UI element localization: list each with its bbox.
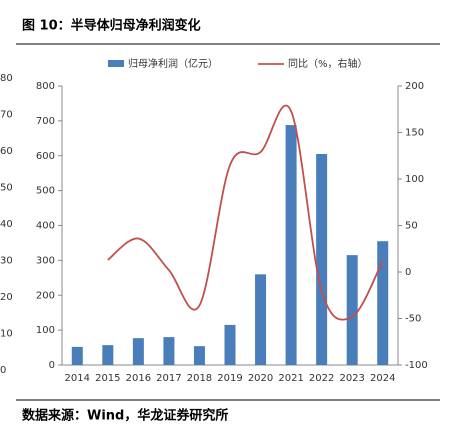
y2-tick-label: -50 bbox=[405, 314, 421, 325]
x-tick-label: 2017 bbox=[156, 373, 181, 384]
bar bbox=[285, 125, 297, 365]
edge-label: 60 bbox=[0, 146, 13, 157]
x-tick-label: 2014 bbox=[65, 373, 90, 384]
y-tick-label: 100 bbox=[36, 325, 55, 336]
y2-tick-label: 100 bbox=[405, 174, 424, 185]
y-tick-label: 400 bbox=[36, 221, 55, 232]
bar bbox=[193, 346, 205, 365]
bar bbox=[71, 346, 83, 365]
bar bbox=[255, 274, 267, 365]
chart-title: 图 10：半导体归母净利润变化 bbox=[22, 18, 201, 34]
bar bbox=[163, 337, 175, 365]
y-tick-label: 700 bbox=[36, 116, 55, 127]
y2-tick-label: -100 bbox=[405, 360, 428, 371]
edge-label: 0 bbox=[0, 365, 6, 376]
x-tick-label: 2018 bbox=[187, 373, 212, 384]
edge-label: 80 bbox=[0, 73, 13, 84]
bar bbox=[346, 255, 358, 365]
y-tick-label: 300 bbox=[36, 255, 55, 266]
y2-tick-label: 0 bbox=[405, 267, 411, 278]
y2-tick-label: 50 bbox=[405, 221, 418, 232]
y-tick-label: 800 bbox=[36, 81, 55, 92]
x-tick-label: 2021 bbox=[278, 373, 303, 384]
edge-label: 30 bbox=[0, 256, 13, 267]
bar bbox=[224, 324, 236, 365]
x-tick-label: 2023 bbox=[339, 373, 364, 384]
y-tick-label: 600 bbox=[36, 151, 55, 162]
x-tick-label: 2019 bbox=[217, 373, 242, 384]
edge-label: 10 bbox=[0, 329, 13, 340]
x-tick-label: 2016 bbox=[126, 373, 151, 384]
legend-label: 同比（%，右轴） bbox=[288, 57, 368, 70]
x-tick-label: 2024 bbox=[370, 373, 395, 384]
x-tick-label: 2022 bbox=[309, 373, 334, 384]
edge-label: 20 bbox=[0, 292, 13, 303]
y-tick-label: 200 bbox=[36, 290, 55, 301]
edge-label: 40 bbox=[0, 219, 13, 230]
bar bbox=[102, 345, 114, 365]
y-tick-label: 500 bbox=[36, 186, 55, 197]
y2-tick-label: 150 bbox=[405, 128, 424, 139]
bar bbox=[377, 241, 389, 365]
bar bbox=[316, 154, 328, 365]
legend-swatch bbox=[108, 60, 124, 67]
source: 数据来源：Wind，华龙证券研究所 bbox=[22, 408, 228, 424]
edge-label: 70 bbox=[0, 110, 13, 121]
legend-label: 归母净利润（亿元） bbox=[128, 57, 218, 70]
edge-label: 50 bbox=[0, 183, 13, 194]
bar bbox=[132, 338, 144, 365]
y2-tick-label: 200 bbox=[405, 81, 424, 92]
x-tick-label: 2015 bbox=[95, 373, 120, 384]
x-tick-label: 2020 bbox=[248, 373, 273, 384]
y-tick-label: 0 bbox=[49, 360, 55, 371]
line bbox=[107, 104, 384, 321]
